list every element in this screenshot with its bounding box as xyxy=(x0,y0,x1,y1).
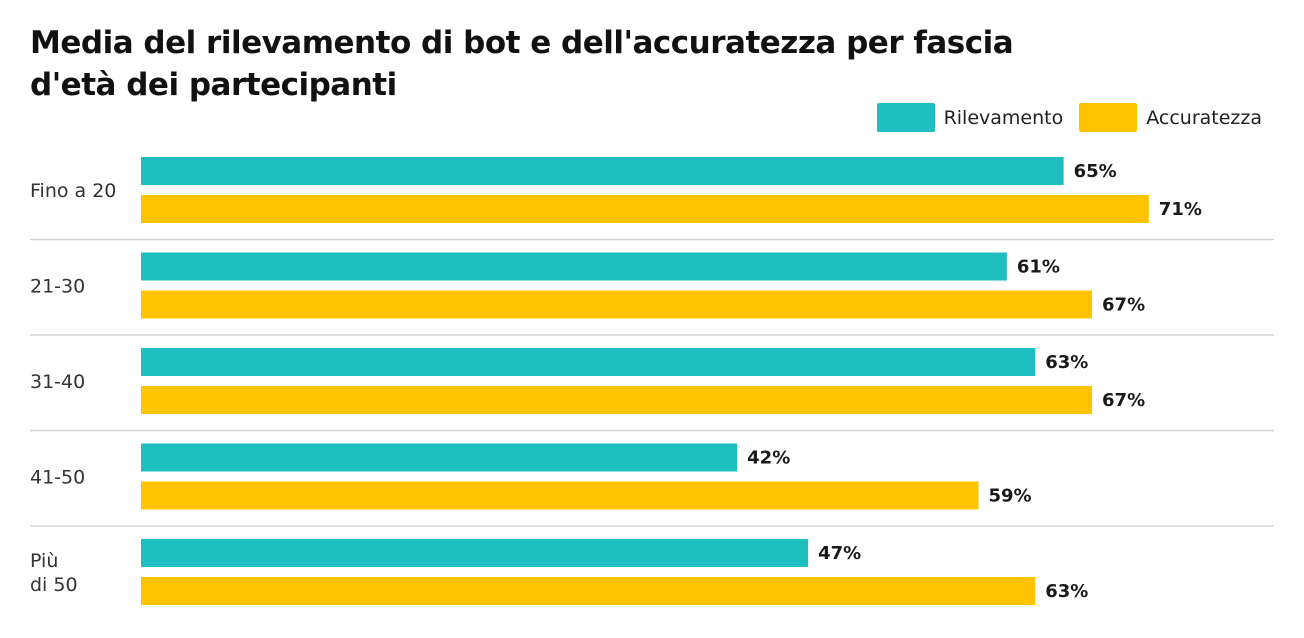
legend-label-rilevamento: Rilevamento xyxy=(943,106,1064,129)
bar-accuratezza-fino-a-20 xyxy=(141,195,1149,223)
value-label-rilevamento-fino-a-20: 65% xyxy=(1074,161,1117,182)
bar-accuratezza-31-40 xyxy=(141,386,1093,414)
value-label-rilevamento-41-50: 42% xyxy=(747,448,790,469)
category-label-fino-a-20: Fino a 20 xyxy=(30,180,116,202)
legend-swatch-rilevamento xyxy=(876,103,935,132)
value-label-rilevamento-31-40: 63% xyxy=(1045,352,1088,373)
legend-swatch-accuratezza xyxy=(1079,103,1138,132)
category-label-31-40: 31-40 xyxy=(30,371,85,393)
bar-rilevamento-41-50 xyxy=(141,443,738,472)
category-label-41-50: 41-50 xyxy=(30,467,85,489)
bar-rilevamento-21-30 xyxy=(141,252,1007,281)
value-label-accuratezza-41-50: 59% xyxy=(988,486,1031,507)
chart-title: Media del rilevamento di bot e dell'accu… xyxy=(30,25,1014,103)
value-label-rilevamento-pi-di-50: 47% xyxy=(818,543,861,564)
legend-item-rilevamento: Rilevamento xyxy=(876,103,1064,132)
value-label-accuratezza-21-30: 67% xyxy=(1102,295,1145,316)
value-label-accuratezza-31-40: 67% xyxy=(1102,390,1145,411)
legend-item-accuratezza: Accuratezza xyxy=(1079,103,1262,132)
bar-rilevamento-fino-a-20 xyxy=(141,157,1064,185)
category-label-pi-di-50: di 50 xyxy=(30,574,78,596)
bar-accuratezza-41-50 xyxy=(141,481,979,510)
bar-accuratezza-21-30 xyxy=(141,290,1093,319)
category-label-pi-di-50: Più xyxy=(30,550,58,572)
legend: Rilevamento Accuratezza xyxy=(861,103,1262,132)
value-label-rilevamento-21-30: 61% xyxy=(1017,257,1060,278)
bar-rilevamento-31-40 xyxy=(141,348,1036,376)
category-label-21-30: 21-30 xyxy=(30,276,85,298)
bar-accuratezza-pi-di-50 xyxy=(141,577,1036,605)
legend-label-accuratezza: Accuratezza xyxy=(1146,106,1262,129)
bar-rilevamento-pi-di-50 xyxy=(141,539,809,567)
value-label-accuratezza-fino-a-20: 71% xyxy=(1159,199,1202,220)
value-label-accuratezza-pi-di-50: 63% xyxy=(1045,581,1088,602)
